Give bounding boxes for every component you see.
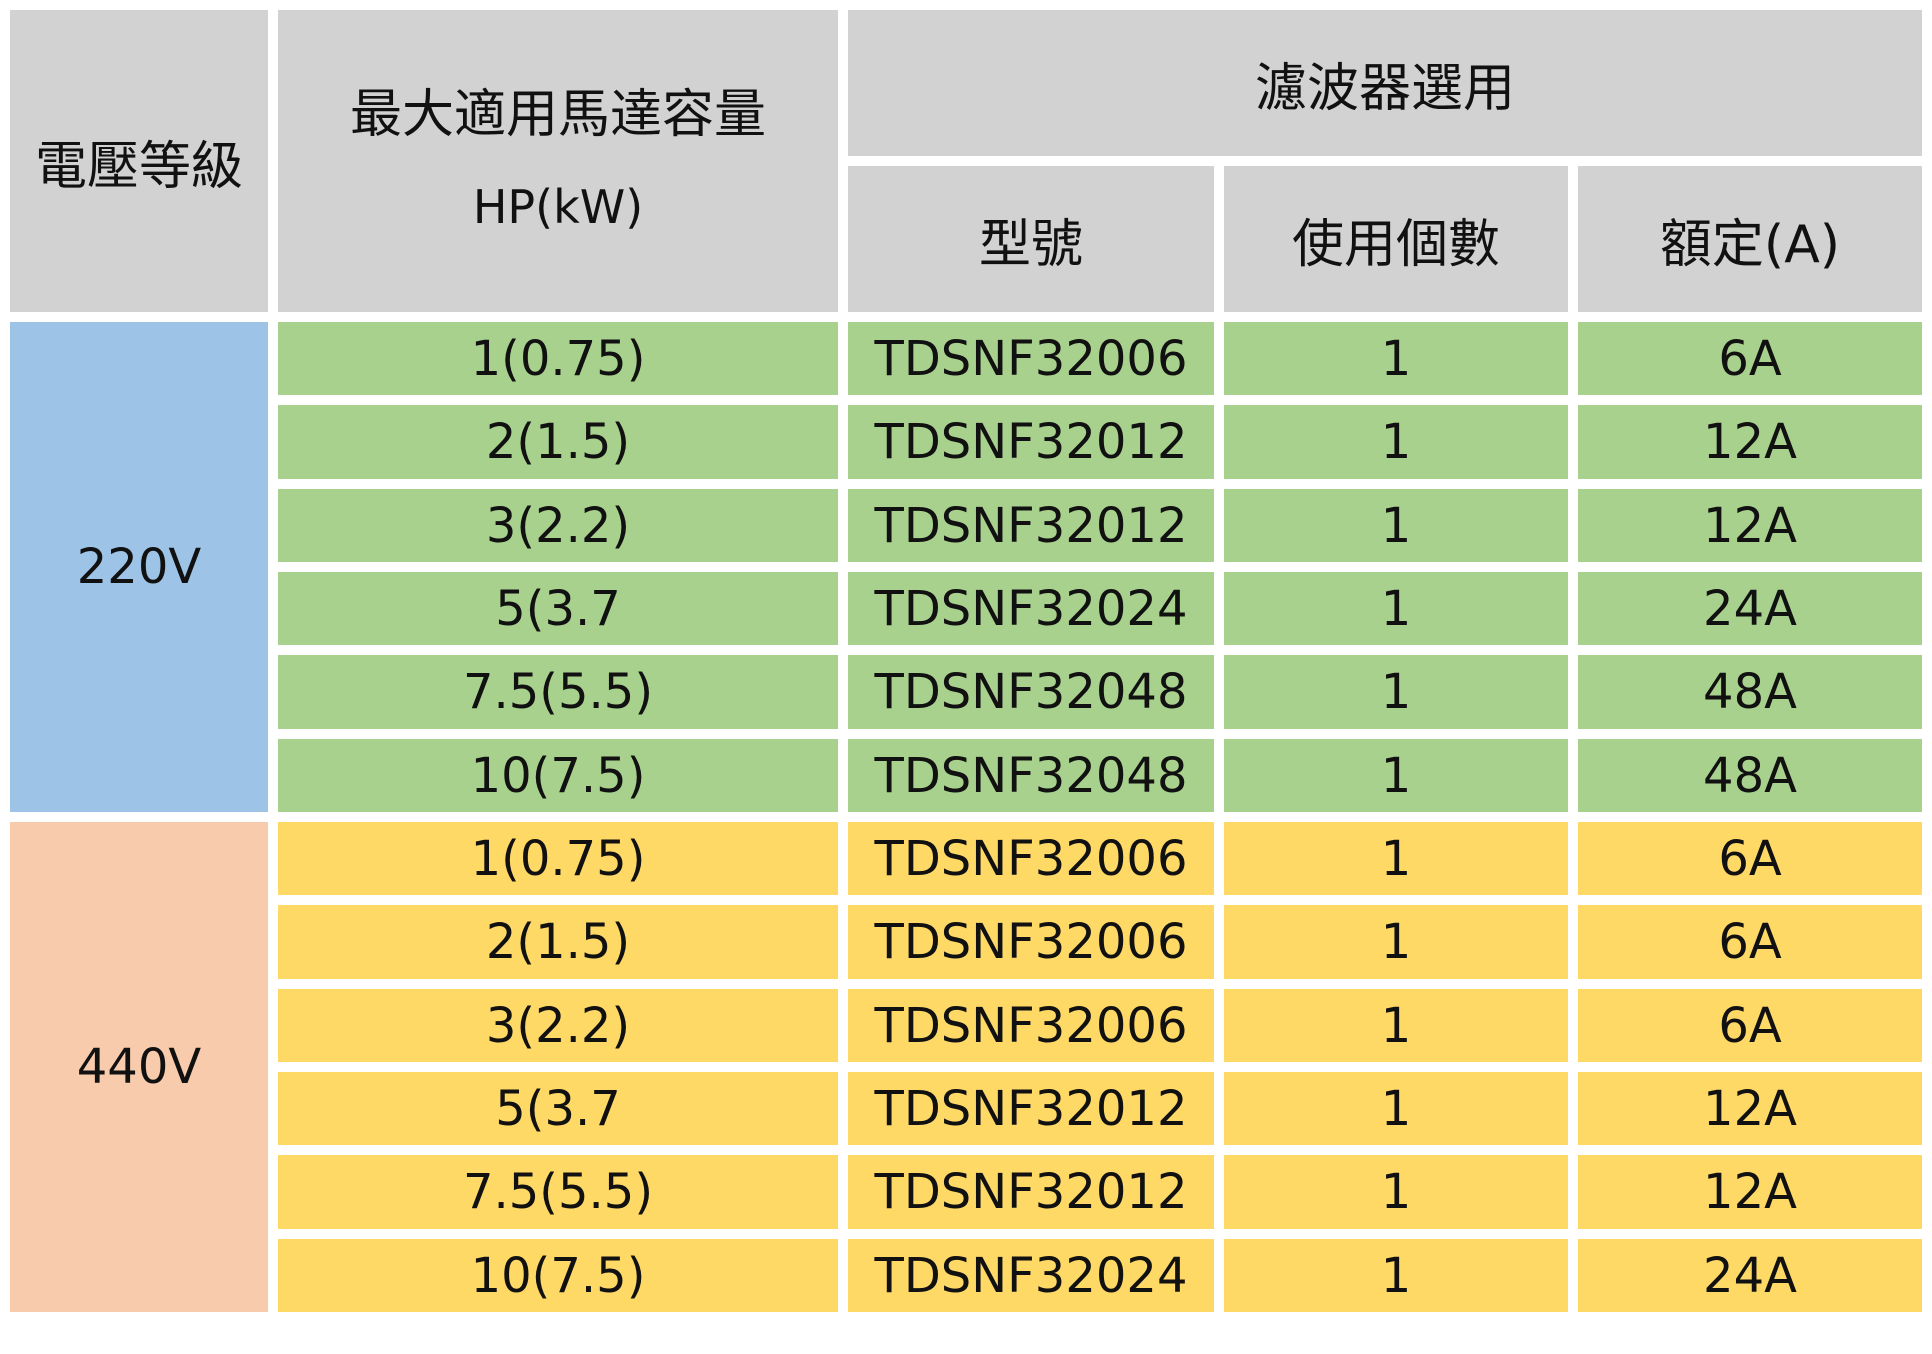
model-cell: TDSNF32012 bbox=[848, 489, 1214, 562]
quantity-cell: 1 bbox=[1224, 905, 1568, 979]
rating-cell: 6A bbox=[1578, 822, 1923, 895]
model-cell: TDSNF32006 bbox=[848, 822, 1214, 895]
model-cell: TDSNF32048 bbox=[848, 655, 1214, 729]
header-rating-label: 額定(A) bbox=[1659, 214, 1841, 275]
model-cell: TDSNF32012 bbox=[848, 1155, 1214, 1229]
header-voltage-class: 電壓等級 bbox=[10, 10, 268, 312]
model-cell: TDSNF32006 bbox=[848, 322, 1214, 395]
quantity-cell: 1 bbox=[1224, 1239, 1568, 1312]
quantity-cell: 1 bbox=[1224, 1155, 1568, 1229]
rating-cell: 6A bbox=[1578, 905, 1923, 979]
header-hp-kw-label: HP(kW) bbox=[472, 180, 644, 234]
hp-kw-cell: 3(2.2) bbox=[278, 489, 838, 562]
quantity-cell: 1 bbox=[1224, 572, 1568, 645]
table-row: 3(2.2) TDSNF32012 1 12A bbox=[10, 489, 1923, 562]
table-row: 7.5(5.5) TDSNF32012 1 12A bbox=[10, 1155, 1923, 1229]
model-cell: TDSNF32024 bbox=[848, 1239, 1214, 1312]
table-row: 10(7.5) TDSNF32024 1 24A bbox=[10, 1239, 1923, 1312]
header-voltage-class-label: 電壓等級 bbox=[34, 136, 243, 197]
header-row-1: 電壓等級 最大適用馬達容量 HP(kW) 濾波器選用 bbox=[10, 10, 1923, 312]
quantity-cell: 1 bbox=[1224, 405, 1568, 479]
hp-kw-cell: 5(3.7 bbox=[278, 1072, 838, 1145]
rating-cell: 6A bbox=[1578, 322, 1923, 395]
model-cell: TDSNF32006 bbox=[848, 989, 1214, 1062]
voltage-class-cell: 440V bbox=[10, 822, 268, 1312]
header-model: 型號 bbox=[848, 166, 1214, 312]
model-cell: TDSNF32012 bbox=[848, 1072, 1214, 1145]
hp-kw-cell: 7.5(5.5) bbox=[278, 1155, 838, 1229]
hp-kw-cell: 7.5(5.5) bbox=[278, 655, 838, 729]
header-model-label: 型號 bbox=[978, 214, 1083, 275]
header-max-motor-capacity: 最大適用馬達容量 HP(kW) bbox=[278, 10, 838, 312]
quantity-cell: 1 bbox=[1224, 1072, 1568, 1145]
quantity-cell: 1 bbox=[1224, 322, 1568, 395]
model-cell: TDSNF32024 bbox=[848, 572, 1214, 645]
hp-kw-cell: 3(2.2) bbox=[278, 989, 838, 1062]
filter-selection-table: 電壓等級 最大適用馬達容量 HP(kW) 濾波器選用 型號 使用個數 額 bbox=[10, 10, 1923, 1312]
rating-cell: 12A bbox=[1578, 489, 1923, 562]
header-filter-selection-label: 濾波器選用 bbox=[1255, 58, 1516, 119]
rating-cell: 24A bbox=[1578, 572, 1923, 645]
rating-cell: 48A bbox=[1578, 739, 1923, 812]
voltage-class-cell: 220V bbox=[10, 322, 268, 812]
table-row: 7.5(5.5) TDSNF32048 1 48A bbox=[10, 655, 1923, 729]
table-row: 440V 1(0.75) TDSNF32006 1 6A bbox=[10, 822, 1923, 1312]
header-quantity: 使用個數 bbox=[1224, 166, 1568, 312]
rating-cell: 12A bbox=[1578, 1072, 1923, 1145]
table-row: 5(3.7 TDSNF32024 1 24A bbox=[10, 572, 1923, 645]
header-quantity-label: 使用個數 bbox=[1291, 214, 1500, 275]
model-cell: TDSNF32048 bbox=[848, 739, 1214, 812]
rating-cell: 6A bbox=[1578, 989, 1923, 1062]
table-row: 2(1.5) TDSNF32012 1 12A bbox=[10, 405, 1923, 479]
hp-kw-cell: 5(3.7 bbox=[278, 572, 838, 645]
header-row-2: 型號 使用個數 額定(A) bbox=[10, 166, 1923, 312]
table-row: 2(1.5) TDSNF32006 1 6A bbox=[10, 905, 1923, 979]
table-row: 10(7.5) TDSNF32048 1 48A bbox=[10, 739, 1923, 812]
header-max-motor-capacity-label: 最大適用馬達容量 bbox=[349, 84, 766, 145]
rating-cell: 12A bbox=[1578, 405, 1923, 479]
rating-cell: 24A bbox=[1578, 1239, 1923, 1312]
rating-cell: 12A bbox=[1578, 1155, 1923, 1229]
table-row: 220V 1(0.75) TDSNF32006 1 6A bbox=[10, 322, 1923, 812]
table-body: 220V 1(0.75) TDSNF32006 1 6A 2(1.5) TDSNF32012… bbox=[10, 322, 1923, 1312]
hp-kw-cell: 2(1.5) bbox=[278, 905, 838, 979]
hp-kw-cell: 10(7.5) bbox=[278, 739, 838, 812]
model-cell: TDSNF32006 bbox=[848, 905, 1214, 979]
quantity-cell: 1 bbox=[1224, 489, 1568, 562]
model-cell: TDSNF32012 bbox=[848, 405, 1214, 479]
header-filter-selection: 濾波器選用 bbox=[848, 10, 1923, 156]
table-row: 5(3.7 TDSNF32012 1 12A bbox=[10, 1072, 1923, 1145]
quantity-cell: 1 bbox=[1224, 822, 1568, 895]
quantity-cell: 1 bbox=[1224, 739, 1568, 812]
quantity-cell: 1 bbox=[1224, 989, 1568, 1062]
table-row: 3(2.2) TDSNF32006 1 6A bbox=[10, 989, 1923, 1062]
hp-kw-cell: 1(0.75) bbox=[278, 822, 838, 895]
header-rating: 額定(A) bbox=[1578, 166, 1923, 312]
hp-kw-cell: 10(7.5) bbox=[278, 1239, 838, 1312]
hp-kw-cell: 2(1.5) bbox=[278, 405, 838, 479]
hp-kw-cell: 1(0.75) bbox=[278, 322, 838, 395]
rating-cell: 48A bbox=[1578, 655, 1923, 729]
quantity-cell: 1 bbox=[1224, 655, 1568, 729]
